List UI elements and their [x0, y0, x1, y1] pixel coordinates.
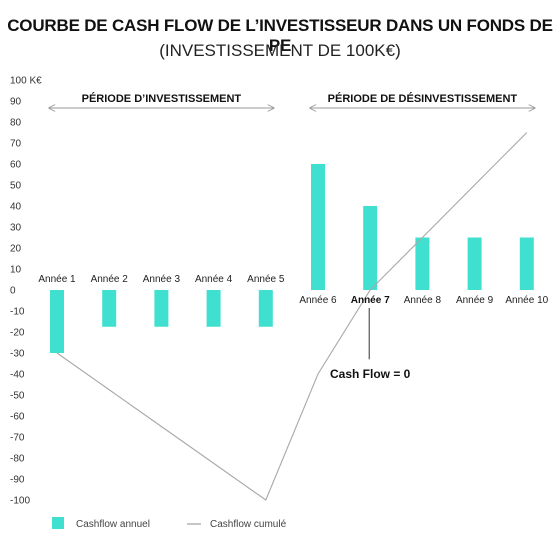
bar	[467, 237, 482, 290]
y-tick-label: -20	[10, 328, 25, 339]
bar	[50, 290, 64, 353]
bar	[415, 237, 430, 290]
y-tick-label: -100	[10, 496, 30, 507]
y-tick-label: 40	[10, 202, 22, 213]
y-tick-label: 90	[10, 97, 22, 108]
bar	[363, 206, 378, 290]
y-tick-label: 100 K€	[10, 76, 42, 87]
y-tick-label: -80	[10, 454, 25, 465]
period-label: PÉRIODE DE DÉSINVESTISSEMENT	[328, 92, 518, 105]
category-label: Année 8	[404, 295, 442, 306]
bar	[102, 290, 117, 327]
category-label: Année 5	[247, 274, 285, 285]
bar	[154, 290, 169, 327]
category-label: Année 1	[38, 274, 76, 285]
bar	[206, 290, 221, 327]
y-tick-label: -70	[10, 433, 25, 444]
y-tick-label: -60	[10, 412, 25, 423]
y-tick-label: -90	[10, 475, 25, 486]
bar	[311, 164, 325, 290]
y-tick-label: 80	[10, 118, 22, 129]
annotation-label: Cash Flow = 0	[330, 367, 411, 381]
y-tick-label: -30	[10, 349, 25, 360]
cumulative-line	[56, 132, 528, 501]
legend-bar-swatch	[52, 517, 64, 529]
bar	[258, 290, 273, 327]
y-tick-label: 30	[10, 223, 22, 234]
y-tick-label: 0	[10, 286, 16, 297]
period-label: PÉRIODE D’INVESTISSEMENT	[82, 92, 242, 105]
category-label: Année 9	[456, 295, 494, 306]
y-tick-label: -10	[10, 307, 25, 318]
y-tick-label: 50	[10, 181, 22, 192]
y-tick-label: 70	[10, 139, 22, 150]
legend-line-label: Cashflow cumulé	[210, 519, 287, 530]
y-tick-label: 10	[10, 265, 22, 276]
y-tick-label: 20	[10, 244, 22, 255]
legend-bar-label: Cashflow annuel	[76, 519, 150, 530]
category-label: Année 10	[505, 295, 548, 306]
category-label: Année 6	[299, 295, 337, 306]
y-tick-label: -50	[10, 391, 25, 402]
category-label: Année 3	[143, 274, 181, 285]
category-label: Année 2	[91, 274, 129, 285]
chart-title: COURBE DE CASH FLOW DE L’INVESTISSEUR DA…	[7, 16, 553, 55]
chart-subtitle: (INVESTISSEMENT DE 100K€)	[159, 41, 401, 60]
bar	[519, 237, 534, 290]
category-label: Année 4	[195, 274, 233, 285]
category-label: Année 7	[351, 295, 390, 306]
y-tick-label: 60	[10, 160, 22, 171]
y-tick-label: -40	[10, 370, 25, 381]
